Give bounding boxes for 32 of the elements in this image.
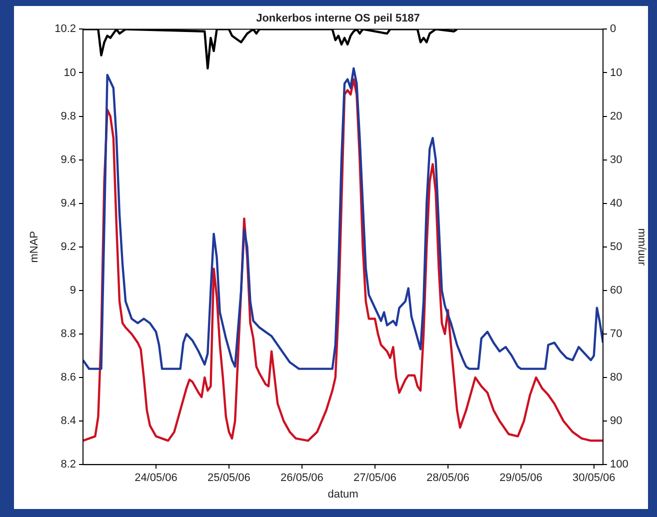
- y-axis-title: mNAP: [28, 231, 41, 263]
- y2-tick-label: 70: [610, 328, 622, 340]
- y-tick-label: 10.2: [54, 23, 76, 36]
- x-tick-label: 27/05/06: [354, 472, 396, 484]
- y2-tick-label: 10: [610, 66, 622, 79]
- y-tick-label: 9.2: [60, 240, 76, 253]
- x-tick-label: 26/05/06: [280, 472, 324, 484]
- chart-title: Jonkerbos interne OS peil 5187: [256, 12, 420, 25]
- y-tick-label: 9.4: [60, 197, 76, 210]
- y2-tick-label: 20: [610, 110, 622, 122]
- y2-tick-label: 50: [610, 240, 622, 253]
- y2-tick-label: 80: [610, 372, 622, 384]
- y-tick-label: 9.8: [60, 110, 76, 122]
- x-tick-label: 25/05/06: [208, 472, 250, 484]
- y2-axis-title: mm/uur: [635, 228, 648, 266]
- y-tick-label: 9: [70, 284, 76, 296]
- x-tick-label: 29/05/06: [499, 472, 542, 484]
- x-tick-label: 30/05/06: [572, 472, 616, 484]
- y2-tick-label: 0: [610, 23, 616, 36]
- y-tick-label: 8.4: [60, 415, 76, 428]
- y-tick-label: 9.6: [60, 154, 76, 166]
- y-tick-label: 8.2: [60, 458, 76, 471]
- x-tick-label: 24/05/06: [134, 472, 178, 484]
- y2-tick-label: 100: [610, 458, 628, 471]
- y2-tick-label: 40: [610, 197, 622, 210]
- y-tick-label: 8.6: [60, 372, 76, 384]
- y2-tick-label: 60: [610, 284, 622, 296]
- x-tick-label: 28/05/06: [426, 472, 470, 484]
- y2-tick-label: 90: [610, 415, 622, 428]
- y-tick-label: 8.8: [60, 328, 76, 340]
- y-tick-label: 10: [64, 66, 76, 79]
- y2-tick-label: 30: [610, 154, 622, 166]
